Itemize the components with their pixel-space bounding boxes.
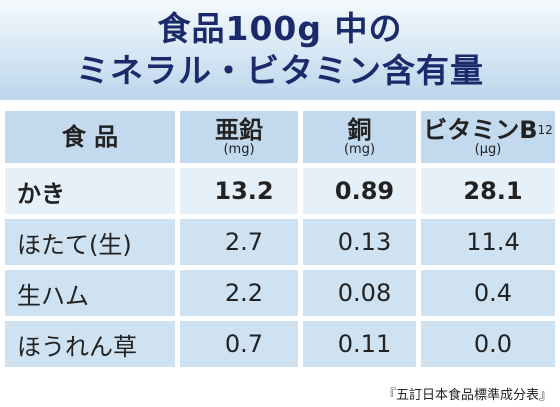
value-cell: 0.7 (180, 321, 298, 367)
food-cell: 生ハム (5, 270, 175, 316)
header-cell: 銅 (mg) (303, 111, 416, 163)
value-cell: 0.11 (303, 321, 416, 367)
value-cell: 2.7 (180, 219, 298, 265)
value-cell: 13.2 (180, 168, 298, 214)
value-cell: 0.0 (421, 321, 555, 367)
value-cell: 11.4 (421, 219, 555, 265)
column-unit: (μg) (474, 141, 502, 157)
title-line: 食品100g 中の (157, 9, 403, 48)
value-cell: 2.2 (180, 270, 298, 316)
nutrient-table: 食 品 亜鉛 (mg) 銅 (mg) ビタミンB12 (μg) かき 13.2 0.89 2… (0, 106, 560, 372)
column-name: ビタミンB (423, 115, 538, 144)
value-cell: 0.08 (303, 270, 416, 316)
title-banner: 食品100g 中の ミネラル・ビタミン含有量 (0, 0, 560, 100)
header-cell: 亜鉛 (mg) (180, 111, 298, 163)
title-line: ミネラル・ビタミン含有量 (76, 51, 484, 90)
header-cell: ビタミンB12 (μg) (421, 111, 555, 163)
header-row: 食 品 亜鉛 (mg) 銅 (mg) ビタミンB12 (μg) (5, 111, 555, 163)
column-subscript: 12 (537, 122, 553, 137)
data-row: ほたて(生) 2.7 0.13 11.4 (5, 219, 555, 265)
food-cell: ほたて(生) (5, 219, 175, 265)
data-row: 生ハム 2.2 0.08 0.4 (5, 270, 555, 316)
data-row: ほうれん草 0.7 0.11 0.0 (5, 321, 555, 367)
column-name: 食 品 (61, 123, 119, 151)
food-cell: かき (5, 168, 175, 214)
column-name: 亜鉛 (215, 115, 263, 144)
food-cell: ほうれん草 (5, 321, 175, 367)
header-cell: 食 品 (5, 111, 175, 163)
value-cell: 28.1 (421, 168, 555, 214)
column-unit: (mg) (343, 141, 376, 157)
value-cell: 0.89 (303, 168, 416, 214)
value-cell: 0.4 (421, 270, 555, 316)
column-name: 銅 (347, 115, 372, 144)
source-note: 『五訂日本食品標準成分表』 (382, 388, 552, 403)
data-row: かき 13.2 0.89 28.1 (5, 168, 555, 214)
column-unit: (mg) (223, 141, 255, 157)
value-cell: 0.13 (303, 219, 416, 265)
